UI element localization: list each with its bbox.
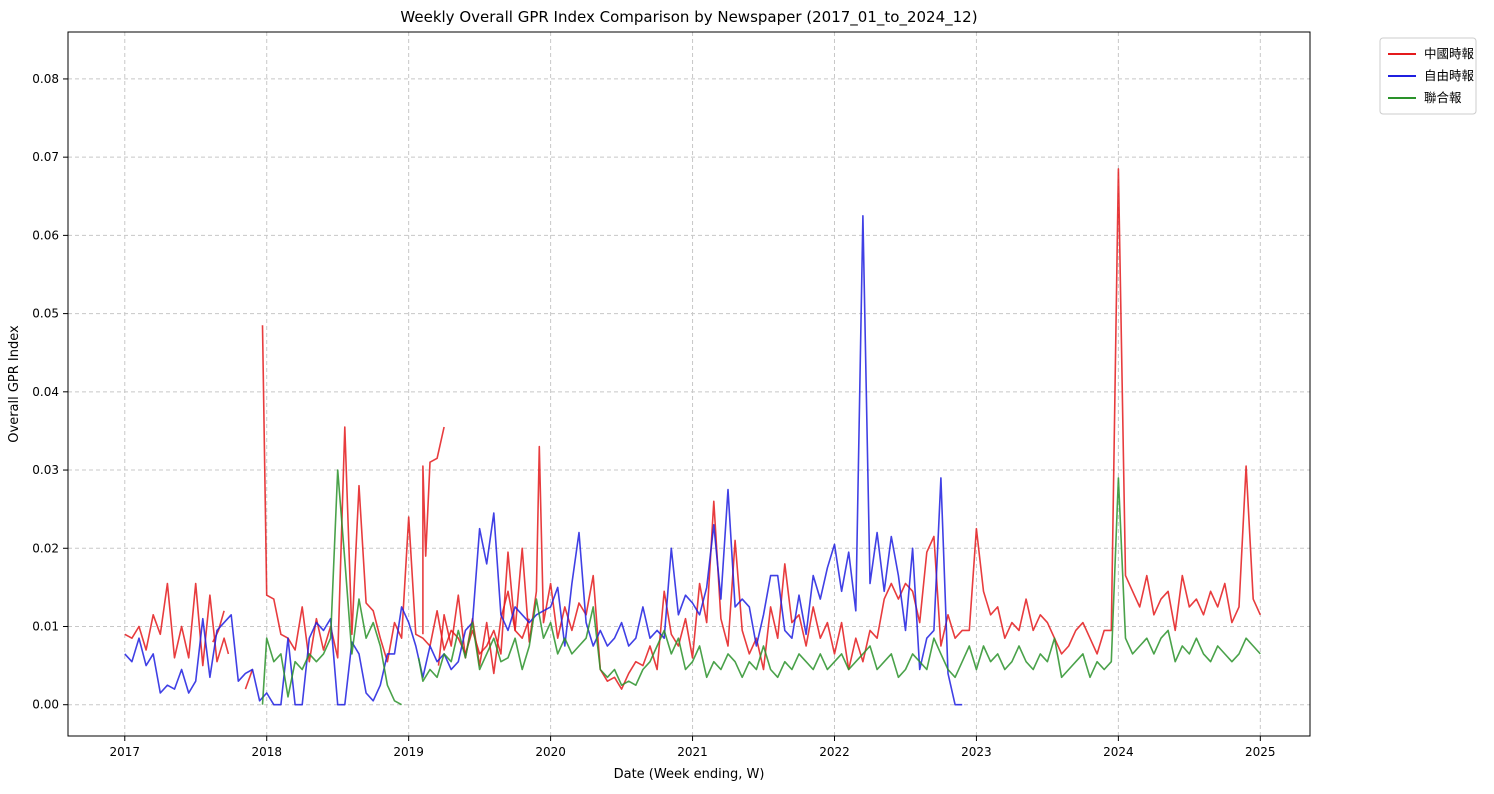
x-tick-label: 2023 <box>961 745 992 759</box>
series-line-segment <box>212 610 225 643</box>
y-tick-label: 0.02 <box>32 541 59 555</box>
y-tick-label: 0.01 <box>32 619 59 633</box>
series-line-segment <box>261 469 402 706</box>
y-tick-label: 0.07 <box>32 150 59 164</box>
x-tick-label: 2020 <box>535 745 566 759</box>
series-line-segment <box>124 215 963 706</box>
x-tick-label: 2018 <box>251 745 282 759</box>
y-axis-ticks: 0.00 0.01 0.02 0.03 0.04 0.05 0.06 0.07 0.08 <box>32 72 68 712</box>
legend-box <box>1379 37 1477 115</box>
legend-entry: 聯合報 <box>1424 90 1462 105</box>
x-tick-label: 2024 <box>1103 745 1134 759</box>
chart-title: Weekly Overall GPR Index Comparison by N… <box>400 8 977 27</box>
x-axis-label: Date (Week ending, W) <box>614 767 765 782</box>
y-tick-label: 0.03 <box>32 463 59 477</box>
x-tick-label: 2017 <box>110 745 141 759</box>
plot-frame <box>67 31 1311 737</box>
x-tick-label: 2021 <box>677 745 708 759</box>
y-tick-label: 0.06 <box>32 228 59 242</box>
x-tick-label: 2022 <box>819 745 850 759</box>
series-3 <box>261 469 1261 706</box>
series-lines <box>124 168 1262 706</box>
series-line-segment <box>422 426 445 635</box>
legend-entry: 自由時報 <box>1424 68 1475 83</box>
legend-entry: 中國時報 <box>1424 46 1475 61</box>
series-line-segment <box>244 669 254 690</box>
x-tick-label: 2019 <box>393 745 424 759</box>
series-2 <box>124 215 963 706</box>
series-line-segment <box>417 477 1261 687</box>
y-tick-label: 0.05 <box>32 307 59 321</box>
series-line-segment <box>124 582 230 667</box>
y-axis-label: Overall GPR Index <box>7 325 22 443</box>
y-tick-label: 0.00 <box>32 698 59 712</box>
x-axis-ticks: 2017 2018 2019 2020 2021 2022 2023 2024 2025 <box>110 736 1276 759</box>
y-tick-label: 0.08 <box>32 72 59 86</box>
series-line-segment <box>261 325 531 663</box>
x-tick-label: 2025 <box>1245 745 1276 759</box>
y-tick-label: 0.04 <box>32 385 59 399</box>
